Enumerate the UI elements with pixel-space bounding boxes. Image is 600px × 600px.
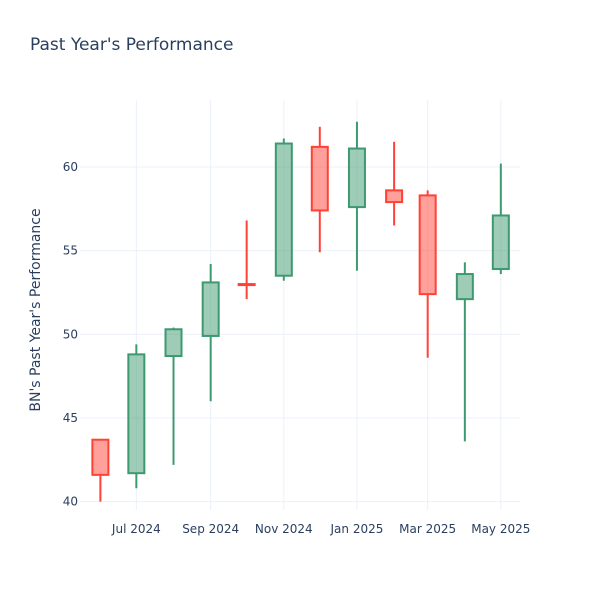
candle	[385, 141, 404, 226]
candle-body	[418, 194, 437, 296]
candle	[91, 438, 110, 502]
candle-body	[310, 145, 329, 212]
candle-body	[274, 142, 293, 277]
candle-body	[347, 147, 366, 209]
y-tick-label: 45	[63, 411, 78, 425]
candle	[455, 262, 474, 442]
candle	[237, 220, 256, 300]
candle	[274, 138, 293, 281]
y-tick-labels: 40 45 50 55 60	[63, 160, 78, 509]
candle	[201, 264, 220, 402]
y-axis-title: BN's Past Year's Performance	[28, 208, 44, 411]
candle	[310, 126, 329, 253]
candle	[164, 327, 183, 465]
chart-title: Past Year's Performance	[30, 35, 234, 55]
x-tick-label: Mar 2025	[399, 522, 456, 536]
y-tick-label: 60	[63, 160, 78, 174]
x-tick-label: Jul 2024	[111, 522, 161, 536]
candle-layer	[91, 121, 510, 502]
grid-layer	[80, 100, 520, 510]
candle-body	[455, 273, 474, 301]
candle	[418, 190, 437, 358]
candle	[491, 163, 510, 275]
candle-body	[91, 438, 110, 476]
x-tick-label: Nov 2024	[255, 522, 313, 536]
candle-body	[237, 283, 256, 287]
candle-body	[491, 214, 510, 271]
y-tick-label: 55	[63, 244, 78, 258]
y-tick-label: 40	[63, 495, 78, 509]
candle	[347, 121, 366, 271]
x-tick-label: May 2025	[471, 522, 530, 536]
x-tick-labels: Jul 2024 Sep 2024 Nov 2024 Jan 2025 Mar 2025…	[111, 522, 530, 536]
candle	[127, 344, 146, 489]
candle-body	[127, 353, 146, 475]
candle-body	[164, 328, 183, 358]
candle-body	[201, 281, 220, 337]
y-tick-label: 50	[63, 327, 78, 341]
x-tick-label: Jan 2025	[330, 522, 384, 536]
x-tick-label: Sep 2024	[182, 522, 239, 536]
candle-body	[385, 189, 404, 204]
